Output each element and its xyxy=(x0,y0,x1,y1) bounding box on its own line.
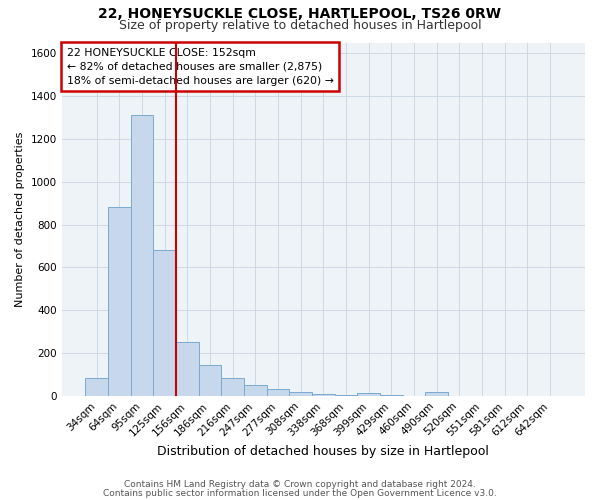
Text: Contains public sector information licensed under the Open Government Licence v3: Contains public sector information licen… xyxy=(103,488,497,498)
Bar xyxy=(108,208,131,396)
Bar xyxy=(176,342,199,396)
Bar xyxy=(221,378,244,396)
Bar xyxy=(312,394,335,396)
Bar xyxy=(244,385,266,396)
X-axis label: Distribution of detached houses by size in Hartlepool: Distribution of detached houses by size … xyxy=(157,444,489,458)
Text: Size of property relative to detached houses in Hartlepool: Size of property relative to detached ho… xyxy=(119,19,481,32)
Bar xyxy=(358,392,380,396)
Bar xyxy=(85,378,108,396)
Bar xyxy=(131,116,154,396)
Text: 22, HONEYSUCKLE CLOSE, HARTLEPOOL, TS26 0RW: 22, HONEYSUCKLE CLOSE, HARTLEPOOL, TS26 … xyxy=(98,8,502,22)
Bar xyxy=(199,365,221,396)
Bar xyxy=(380,395,403,396)
Bar xyxy=(154,250,176,396)
Bar xyxy=(266,390,289,396)
Y-axis label: Number of detached properties: Number of detached properties xyxy=(15,132,25,307)
Bar xyxy=(289,392,312,396)
Text: Contains HM Land Registry data © Crown copyright and database right 2024.: Contains HM Land Registry data © Crown c… xyxy=(124,480,476,489)
Bar xyxy=(335,395,358,396)
Bar xyxy=(425,392,448,396)
Text: 22 HONEYSUCKLE CLOSE: 152sqm
← 82% of detached houses are smaller (2,875)
18% of: 22 HONEYSUCKLE CLOSE: 152sqm ← 82% of de… xyxy=(67,48,334,86)
